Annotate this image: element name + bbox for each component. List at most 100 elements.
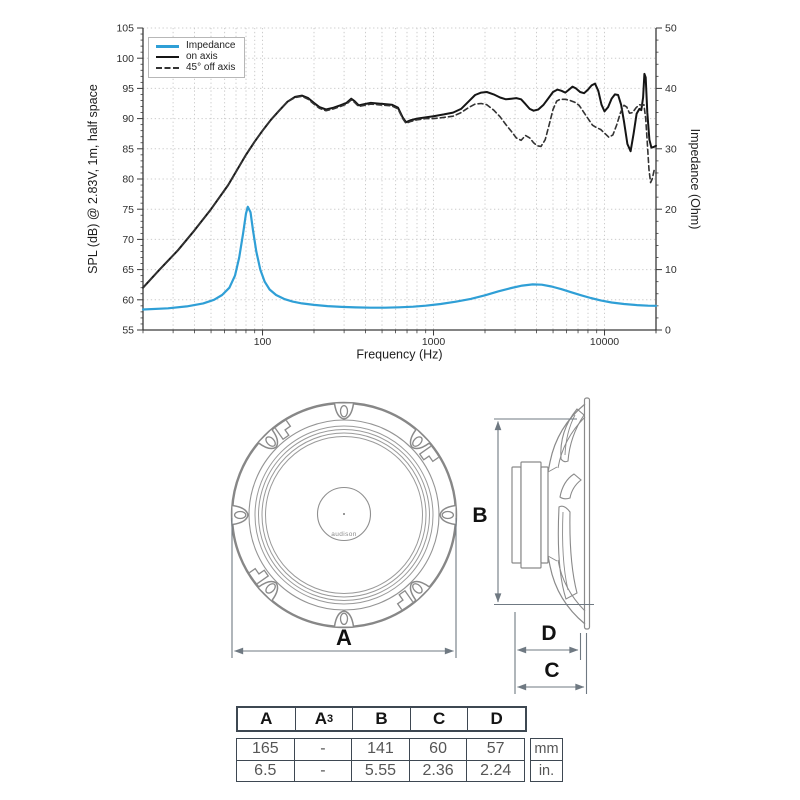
svg-text:10: 10 [665, 264, 677, 276]
table-row-mm: 165 - 141 60 57 [237, 739, 524, 761]
dims-col-header-b: B [353, 708, 411, 730]
svg-text:50: 50 [665, 23, 677, 35]
front-mounting-features [232, 403, 456, 627]
magnet-back-plate [511, 466, 522, 564]
front-cone-edge [265, 436, 423, 594]
dim-d-label: D [541, 622, 556, 645]
svg-text:40: 40 [665, 83, 677, 95]
chart-legend: Impedance on axis 45° off axis [148, 37, 246, 78]
front-surround-ring-1 [254, 425, 434, 605]
cell-a-in: 6.5 [237, 760, 295, 781]
screw-hole [339, 404, 349, 418]
dims-col-header-d: D [490, 709, 503, 728]
legend-item: 45° off axis [156, 63, 235, 73]
screw-hole [265, 436, 276, 447]
basket-window-bottom [557, 505, 578, 600]
screw-slot-tab [439, 504, 456, 526]
cell-a3-in: - [295, 760, 353, 781]
basket-window-top-inner [564, 414, 576, 456]
front-outer-rim [230, 401, 458, 629]
screw-hole [412, 583, 423, 594]
svg-text:100: 100 [116, 53, 134, 65]
frequency-response-chart: 55 60 65 70 75 80 85 90 95 100 105 0 10 20 30 40 50 100 10… [86, 23, 702, 362]
cell-b-mm: 141 [352, 739, 410, 760]
basket-neck [547, 466, 558, 562]
basket-window-middle [559, 473, 582, 500]
basket-window-bottom-inner [562, 511, 569, 591]
svg-text:100: 100 [254, 336, 272, 348]
center-point [343, 513, 345, 515]
screw-hole [265, 583, 276, 594]
curve-impedance [141, 205, 658, 311]
legend-line-sample [156, 44, 179, 48]
screw-hole [339, 612, 349, 626]
svg-text:80: 80 [122, 174, 134, 186]
svg-text:0: 0 [665, 325, 671, 337]
screw-hole [441, 510, 455, 520]
screw-hole [233, 510, 247, 520]
hub-brand-text: audison [331, 531, 357, 538]
dust-cap [316, 486, 372, 542]
legend-item: Impedance [156, 41, 235, 51]
screw-slot-tab [257, 428, 279, 450]
rim-notch-tab [396, 589, 414, 610]
cell-a3-mm: - [295, 739, 353, 760]
cell-b-in: 5.55 [352, 760, 410, 781]
svg-text:105: 105 [116, 23, 134, 35]
curve-on-axis [142, 72, 657, 289]
rim-notch-tab [249, 567, 270, 585]
legend-item: on axis [156, 52, 235, 62]
svg-text:1000: 1000 [422, 336, 446, 348]
dimensions-table-body: 165 - 141 60 57 6.5 - 5.55 2.36 2.24 [236, 738, 525, 782]
svg-text:95: 95 [122, 83, 134, 95]
cell-d-mm: 57 [486, 740, 505, 758]
svg-text:20: 20 [665, 204, 677, 216]
rim-notch-tab [418, 445, 439, 463]
y-axis-title-left: SPL (dB) @ 2.83V, 1m, half space [86, 84, 100, 274]
screw-slot-tab [409, 428, 431, 450]
legend-line-sample [156, 67, 179, 69]
speaker-side-view-drawing [511, 397, 591, 630]
screw-hole [412, 436, 423, 447]
chart-ticks [137, 27, 662, 336]
dimension-bdc: B D C [472, 418, 594, 694]
screw-slot-tab [333, 403, 355, 420]
dimension-a: A [231, 518, 457, 658]
dims-col-header-c: C [411, 708, 469, 730]
legend-line-sample [156, 56, 179, 58]
svg-text:55: 55 [122, 325, 134, 337]
y-axis-title-right: Impedance (Ohm) [688, 129, 702, 230]
cell-c-in: 2.36 [410, 760, 468, 781]
magnet-front-plate [540, 466, 549, 564]
curve-45-off-axis [142, 95, 657, 289]
x-axis-title: Frequency (Hz) [356, 348, 442, 362]
screw-slot-tab [232, 504, 249, 526]
front-rim-inner-edge [248, 419, 440, 611]
legend-label: 45° off axis [186, 62, 236, 73]
svg-text:90: 90 [122, 113, 134, 125]
screw-slot-tab [409, 580, 431, 602]
speaker-front-view-drawing: audison [230, 401, 458, 629]
basket-top-outline [547, 403, 586, 473]
unit-in: in. [538, 762, 555, 779]
svg-text:10000: 10000 [590, 336, 619, 348]
table-row-in: 6.5 - 5.55 2.36 2.24 [237, 760, 524, 781]
rim-notch-tab [274, 420, 292, 441]
screw-slot-tab [333, 610, 355, 627]
dim-a-label: A [336, 625, 352, 650]
svg-text:85: 85 [122, 143, 134, 155]
svg-text:70: 70 [122, 234, 134, 246]
cell-d-in: 2.24 [480, 761, 512, 779]
basket-bottom-outline [547, 555, 586, 625]
svg-text:60: 60 [122, 294, 134, 306]
svg-text:30: 30 [665, 143, 677, 155]
legend-label: Impedance [186, 40, 236, 51]
dimensions-table-units: mm in. [530, 738, 563, 782]
dim-b-label: B [472, 504, 487, 527]
screw-slot-tab [257, 580, 279, 602]
